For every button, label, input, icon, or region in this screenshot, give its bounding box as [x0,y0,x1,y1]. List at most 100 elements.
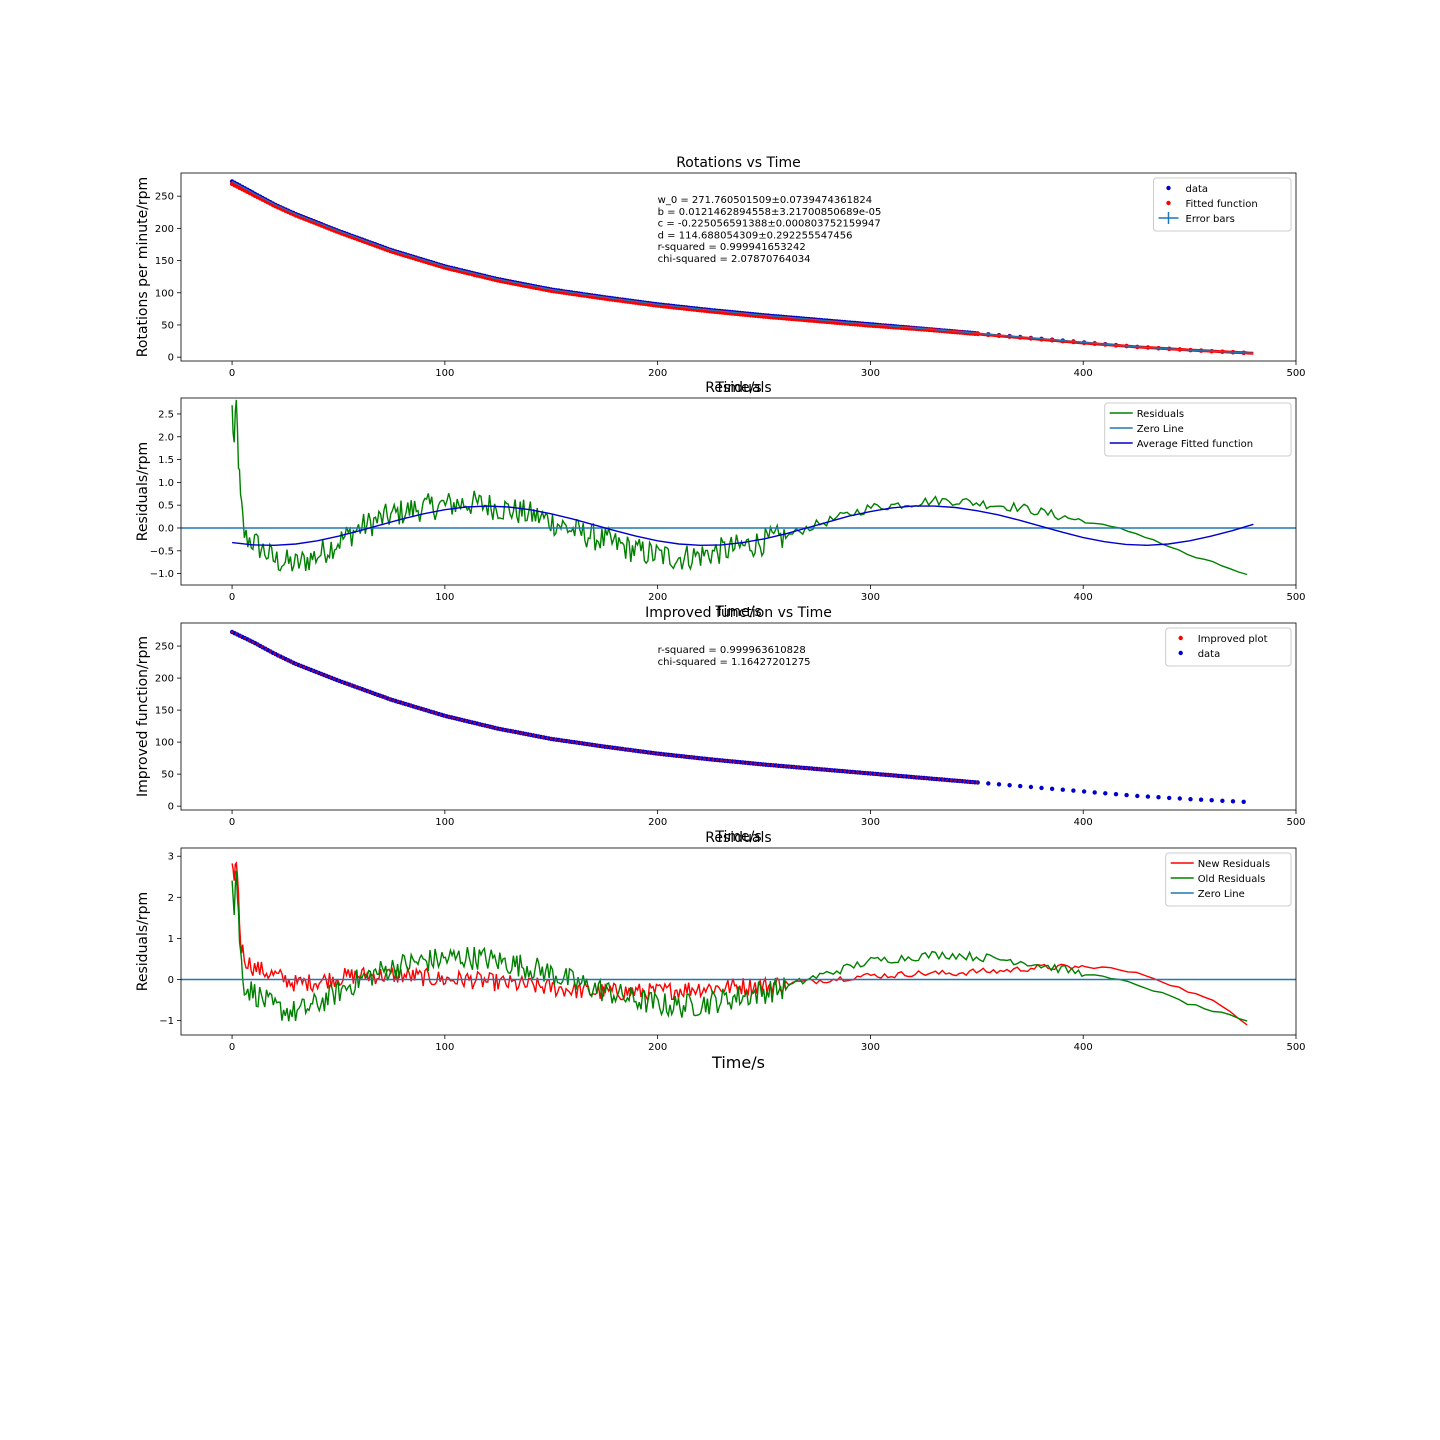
x-tick-label: 500 [1286,368,1305,379]
improved-point [511,730,515,733]
improved-point [749,761,753,765]
y-tick-label: 0 [168,353,174,364]
y-axis-label: Improved function/rpm [135,636,151,797]
improved-point [911,775,915,779]
legend-marker [1178,650,1183,656]
improved-point [269,650,272,653]
chart-title: Residuals [705,830,771,846]
chart-1: 0 100 200 300 400 500 0 50 100 150 200 250 Rotations… [135,155,1306,396]
fit-annotation: chi-squared = 1.16427201275 [658,657,811,668]
improved-point [652,751,655,755]
improved-point [924,776,928,780]
improved-point [537,735,540,738]
x-axis-label: Time/s [714,604,761,620]
improved-point [852,770,855,774]
legend-label: Zero Line [1198,889,1245,900]
legend-label: Residuals [1137,409,1184,420]
improved-point [426,709,430,713]
improved-point [822,768,825,771]
improved-point [320,672,323,676]
improved-point [826,768,830,772]
improved-point [281,656,285,660]
improved-point [703,757,706,761]
x-tick-label: 500 [1286,817,1305,828]
y-tick-label: 200 [155,674,174,685]
improved-point [694,756,698,760]
improved-point [864,771,868,775]
improved-point [477,722,481,726]
data-point [1049,786,1055,791]
x-tick-label: 400 [1074,1042,1093,1053]
improved-point [898,774,902,778]
data-point [1188,797,1193,802]
data-point [1167,795,1172,801]
y-tick-label: 200 [155,224,174,235]
improved-point [400,701,404,705]
improved-point [375,693,379,696]
y-tick-label: 250 [155,192,174,203]
improved-point [588,743,591,746]
improved-point [758,762,762,766]
improved-point [264,647,268,651]
improved-point [260,645,264,649]
x-tick-label: 300 [861,817,880,828]
improved-point [328,675,332,679]
improved-point [839,769,842,773]
improved-point [783,764,787,768]
y-tick-label: 0.0 [158,523,174,534]
data-point [1220,798,1225,803]
improved-point [277,654,281,658]
chart-3: 0 100 200 300 400 500 0 50 100 150 200 250 Improved … [135,605,1306,845]
x-tick-label: 0 [229,592,235,603]
x-axis-label: Time/s [714,829,761,845]
y-tick-label: −1.0 [150,569,174,580]
improved-point [894,774,898,777]
improved-point [469,720,472,724]
improved-point [647,751,651,754]
x-tick-label: 300 [861,368,880,379]
improved-point [311,669,315,672]
improved-point [805,766,808,770]
improved-point [422,708,425,711]
x-tick-label: 200 [648,1042,667,1053]
improved-point [545,736,549,740]
x-axis-label: Time/s [711,1053,765,1072]
improved-point [443,714,447,718]
improved-point [413,705,417,709]
x-tick-label: 200 [648,592,667,603]
data-point [986,781,991,786]
improved-point [247,638,251,642]
improved-point [447,715,451,719]
improved-point [345,682,349,686]
legend-label: Old Residuals [1198,874,1266,885]
improved-point [251,640,255,644]
improved-point [745,761,749,765]
improved-point [256,643,259,646]
legend-label: Error bars [1186,214,1235,225]
y-tick-label: 1.0 [158,478,174,489]
x-tick-label: 100 [435,368,454,379]
x-tick-label: 0 [229,1042,235,1053]
data-point [996,782,1002,787]
improved-point [286,658,289,662]
fit-annotation: r-squared = 0.999941653242 [658,242,806,253]
improved-point [796,766,800,769]
improved-point [958,779,962,783]
plot-area [229,629,1246,804]
improved-point [971,780,974,784]
improved-point [698,756,702,760]
improved-point [656,752,659,755]
improved-point [856,771,860,774]
y-tick-label: 100 [155,738,174,749]
legend-box [1153,177,1292,232]
improved-point [383,696,387,699]
improved-point [681,755,685,758]
axes-frame [180,397,1297,586]
improved-point [711,758,715,761]
improved-point [452,716,455,720]
improved-point [515,731,519,734]
data-point [1113,792,1119,797]
improved-point [626,748,630,752]
improved-point [554,738,557,741]
axes-frame [180,847,1297,1036]
